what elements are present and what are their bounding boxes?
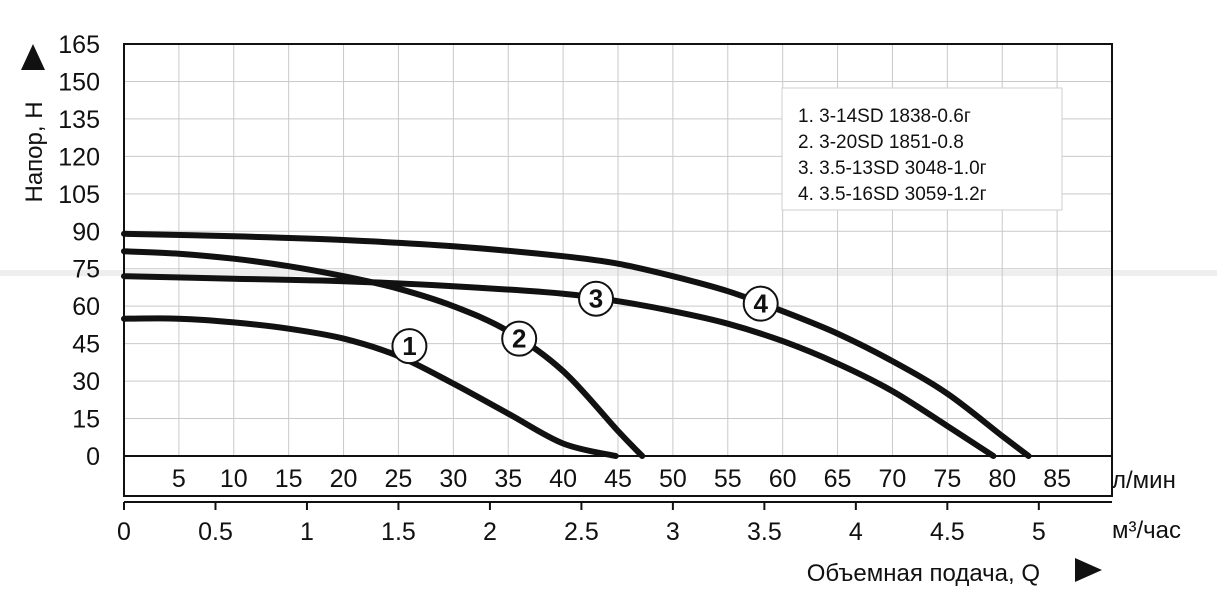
x-unit-primary: л/мин — [1112, 467, 1176, 494]
y-tick-label: 0 — [86, 443, 100, 471]
legend: 1. 3-14SD 1838-0.6г 2. 3-20SD 1851-0.8 3… — [781, 87, 1063, 211]
legend-box — [781, 87, 1063, 211]
curve-marker-3 — [578, 280, 615, 317]
y-tick-label: 90 — [72, 218, 100, 246]
legend-entry-3: 3. 3.5-13SD 3048-1.0г — [798, 158, 987, 179]
x-tick-label-primary: 45 — [604, 465, 632, 493]
curve-marker-label-1: 1 — [402, 331, 416, 361]
x-tick-label-secondary: 4.5 — [930, 518, 965, 546]
curve-marker-2 — [501, 320, 538, 357]
curve-1 — [121, 315, 619, 459]
x-tick-label-primary: 15 — [275, 465, 303, 493]
x-tick-label-secondary: 3.5 — [747, 518, 782, 546]
y-tick-label: 135 — [58, 106, 100, 134]
curve-marker-label-4: 4 — [753, 289, 768, 319]
x-tick-label-primary: 65 — [824, 465, 852, 493]
y-tick-label: 150 — [58, 68, 100, 96]
y-tick-label: 165 — [58, 31, 100, 59]
x-tick-label-primary: 75 — [933, 465, 961, 493]
curve-marker-4 — [742, 285, 779, 322]
x-unit-secondary: м³/час — [1112, 517, 1181, 544]
curve-3 — [121, 273, 997, 459]
y-tick-label: 15 — [72, 406, 100, 434]
curve-2 — [121, 248, 646, 459]
x-tick-label-primary: 85 — [1043, 465, 1071, 493]
background-band — [0, 270, 1217, 276]
curves — [121, 230, 1032, 459]
x-tick-label-secondary: 2 — [483, 518, 497, 546]
x-tick-label-secondary: 0 — [117, 518, 131, 546]
x-tick-label-primary: 70 — [879, 465, 907, 493]
x-tick-labels-secondary: 0 0.5 1 1.5 2 2.5 3 3.5 4 4.5 5 — [117, 502, 1046, 546]
legend-entry-2: 2. 3-20SD 1851-0.8 — [798, 132, 964, 153]
x-tick-label-primary: 35 — [494, 465, 522, 493]
y-axis-arrow-icon — [21, 44, 45, 70]
curve-4 — [121, 230, 1032, 459]
y-tick-label: 60 — [72, 293, 100, 321]
y-tick-labels: 0 15 30 45 60 75 90 105 120 135 150 165 — [58, 31, 100, 471]
x-tick-label-primary: 5 — [172, 465, 186, 493]
x-axis-label: Объемная подача, Q — [807, 560, 1040, 587]
x-tick-label-primary: 25 — [385, 465, 413, 493]
x-tick-label-secondary: 0.5 — [198, 518, 233, 546]
x-tick-label-primary: 30 — [439, 465, 467, 493]
curve-marker-label-2: 2 — [512, 324, 526, 354]
x-tick-label-primary: 80 — [988, 465, 1016, 493]
x-tick-label-secondary: 5 — [1032, 518, 1046, 546]
legend-entry-4: 4. 3.5-16SD 3059-1.2г — [798, 184, 987, 205]
legend-entry-1: 1. 3-14SD 1838-0.6г — [798, 106, 971, 127]
y-tick-label: 45 — [72, 331, 100, 359]
y-tick-label: 30 — [72, 368, 100, 396]
curve-marker-1 — [391, 328, 428, 365]
x-tick-label-primary: 10 — [220, 465, 248, 493]
x-tick-label-secondary: 1 — [300, 518, 314, 546]
x-tick-label-secondary: 2.5 — [564, 518, 599, 546]
x-tick-labels-primary: 5 10 15 20 25 30 35 40 45 50 55 60 65 70 75 80 85 — [172, 465, 1071, 493]
x-axis-arrow-icon — [1075, 558, 1102, 582]
x-tick-label-primary: 55 — [714, 465, 742, 493]
x-tick-label-secondary: 4 — [849, 518, 863, 546]
curve-markers: 1 2 3 4 — [391, 280, 779, 365]
y-tick-label: 105 — [58, 181, 100, 209]
x-tick-label-primary: 20 — [330, 465, 358, 493]
x-tick-label-primary: 50 — [659, 465, 687, 493]
y-axis-label: Напор, H — [21, 101, 48, 202]
y-tick-label: 75 — [72, 256, 100, 284]
x-tick-label-secondary: 3 — [666, 518, 680, 546]
x-tick-label-primary: 40 — [549, 465, 577, 493]
curve-marker-label-3: 3 — [589, 284, 603, 314]
x-tick-label-secondary: 1.5 — [381, 518, 416, 546]
x-tick-label-primary: 60 — [769, 465, 797, 493]
y-tick-label: 120 — [58, 143, 100, 171]
